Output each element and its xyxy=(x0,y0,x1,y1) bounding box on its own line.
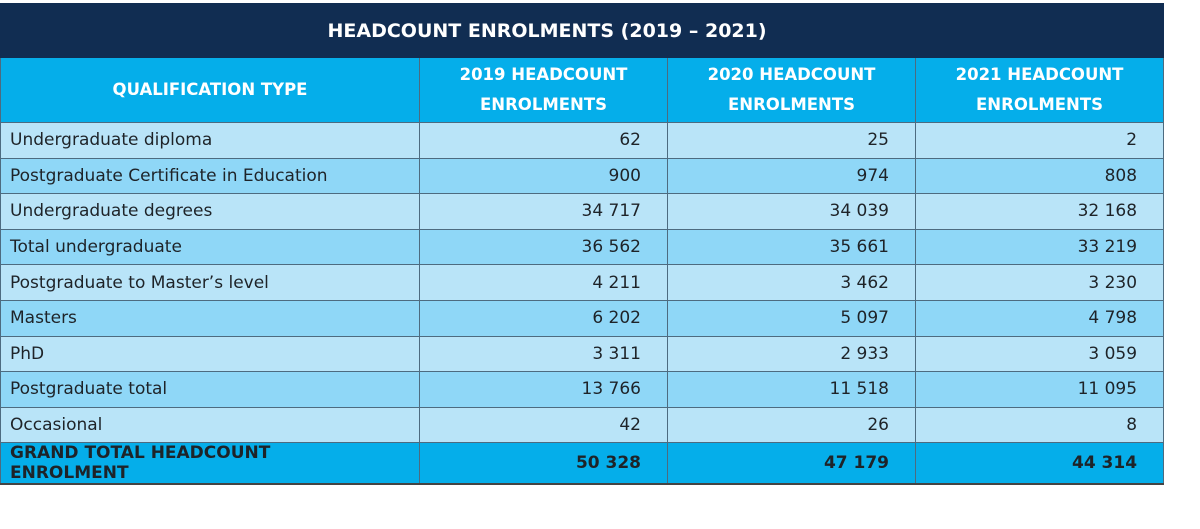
qualification-cell: Total undergraduate xyxy=(0,228,420,266)
value-cell: 25 xyxy=(667,122,916,159)
grand-total-label: GRAND TOTAL HEADCOUNT ENROLMENT xyxy=(0,442,420,486)
qualification-cell: Undergraduate degrees xyxy=(0,193,420,230)
value-cell: 32 168 xyxy=(914,193,1165,230)
value-cell: 33 219 xyxy=(914,228,1165,266)
qualification-cell: Postgraduate total xyxy=(0,371,420,408)
value-cell: 4 798 xyxy=(914,299,1165,337)
value-cell: 3 230 xyxy=(914,264,1165,301)
table-row: Occasional 42 26 8 xyxy=(0,406,1165,444)
qualification-cell: Masters xyxy=(0,299,420,337)
value-cell: 13 766 xyxy=(419,371,668,408)
value-cell: 3 059 xyxy=(914,335,1165,373)
value-cell: 4 211 xyxy=(419,264,668,301)
qualification-cell: Postgraduate to Master’s level xyxy=(0,264,420,301)
value-cell: 900 xyxy=(419,157,668,195)
header-row: QUALIFICATION TYPE 2019 HEADCOUNT ENROLM… xyxy=(0,57,1165,123)
value-cell: 974 xyxy=(667,157,916,195)
column-header: 2019 HEADCOUNT ENROLMENTS xyxy=(419,57,668,123)
value-cell: 11 095 xyxy=(914,371,1165,408)
grand-total-value: 47 179 xyxy=(667,442,916,486)
value-cell: 26 xyxy=(667,406,916,444)
value-cell: 62 xyxy=(419,122,668,159)
headcount-enrolments-table: HEADCOUNT ENROLMENTS (2019 – 2021) QUALI… xyxy=(0,3,1165,486)
value-cell: 11 518 xyxy=(667,371,916,408)
qualification-cell: Postgraduate Certificate in Education xyxy=(0,157,420,195)
value-cell: 2 xyxy=(914,122,1165,159)
table-row: Postgraduate total 13 766 11 518 11 095 xyxy=(0,371,1165,408)
value-cell: 8 xyxy=(914,406,1165,444)
value-cell: 3 311 xyxy=(419,335,668,373)
qualification-cell: Undergraduate diploma xyxy=(0,122,420,159)
column-header: 2020 HEADCOUNT ENROLMENTS xyxy=(667,57,916,123)
grand-total-value: 44 314 xyxy=(914,442,1165,486)
value-cell: 3 462 xyxy=(667,264,916,301)
table-row: Undergraduate diploma 62 25 2 xyxy=(0,122,1165,159)
value-cell: 34 717 xyxy=(419,193,668,230)
value-cell: 6 202 xyxy=(419,299,668,337)
column-header: QUALIFICATION TYPE xyxy=(0,57,420,123)
value-cell: 36 562 xyxy=(419,228,668,266)
grand-total-value: 50 328 xyxy=(419,442,668,486)
grand-total-row: GRAND TOTAL HEADCOUNT ENROLMENT 50 328 47 … xyxy=(0,442,1165,486)
value-cell: 2 933 xyxy=(667,335,916,373)
value-cell: 35 661 xyxy=(667,228,916,266)
column-header: 2021 HEADCOUNT ENROLMENTS xyxy=(914,57,1165,123)
qualification-cell: Occasional xyxy=(0,406,420,444)
table-row: Total undergraduate 36 562 35 661 33 219 xyxy=(0,228,1165,266)
table-row: PhD 3 311 2 933 3 059 xyxy=(0,335,1165,373)
value-cell: 34 039 xyxy=(667,193,916,230)
table-title-row: HEADCOUNT ENROLMENTS (2019 – 2021) xyxy=(0,3,1165,58)
table-row: Undergraduate degrees 34 717 34 039 32 168 xyxy=(0,193,1165,230)
value-cell: 42 xyxy=(419,406,668,444)
table-row: Masters 6 202 5 097 4 798 xyxy=(0,299,1165,337)
value-cell: 808 xyxy=(914,157,1165,195)
qualification-cell: PhD xyxy=(0,335,420,373)
table-title: HEADCOUNT ENROLMENTS (2019 – 2021) xyxy=(327,19,767,42)
value-cell: 5 097 xyxy=(667,299,916,337)
table-row: Postgraduate to Master’s level 4 211 3 462… xyxy=(0,264,1165,301)
table-row: Postgraduate Certificate in Education 900… xyxy=(0,157,1165,195)
